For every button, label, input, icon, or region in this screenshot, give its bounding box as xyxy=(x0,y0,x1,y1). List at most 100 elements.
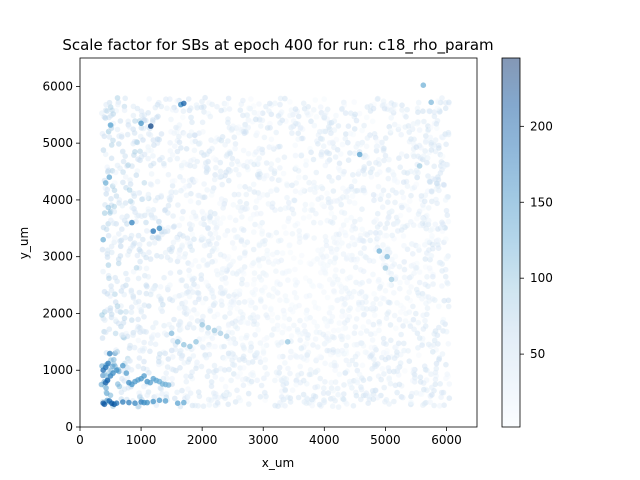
scatter-point xyxy=(331,359,338,366)
scatter-point xyxy=(395,340,402,347)
scatter-point xyxy=(212,300,218,306)
scatter-point xyxy=(248,371,254,378)
scatter-point xyxy=(114,278,120,285)
scatter-point xyxy=(344,401,350,407)
scatter-point xyxy=(298,152,305,158)
scatter-point xyxy=(320,264,326,270)
scatter-point xyxy=(414,215,420,222)
scatter-point xyxy=(193,365,199,372)
scatter-point xyxy=(255,256,262,263)
scatter-point xyxy=(391,398,397,405)
scatter-point xyxy=(373,159,379,166)
scatter-point xyxy=(128,232,135,239)
scatter-point xyxy=(189,222,195,229)
scatter-point xyxy=(104,186,111,193)
scatter-point xyxy=(281,375,287,382)
scatter-point xyxy=(422,256,429,262)
scatter-point xyxy=(367,103,374,109)
scatter-point xyxy=(228,127,235,134)
scatter-point xyxy=(434,105,441,112)
scatter-point xyxy=(123,309,130,315)
scatter-point xyxy=(178,326,184,333)
scatter-point xyxy=(250,281,257,287)
scatter-point xyxy=(352,218,358,225)
scatter-point xyxy=(371,312,378,319)
scatter-point xyxy=(432,221,439,228)
scatter-point xyxy=(145,147,152,154)
scatter-point xyxy=(356,110,363,117)
scatter-point xyxy=(324,335,331,342)
scatter-point xyxy=(349,357,356,364)
scatter-point xyxy=(281,154,288,160)
scatter-point xyxy=(275,342,282,348)
scatter-point xyxy=(118,288,125,294)
scatter-point xyxy=(439,351,446,357)
scatter-point xyxy=(150,117,156,123)
scatter-point xyxy=(239,214,245,220)
x-tick-label: 1000 xyxy=(126,433,157,447)
colorbar-frame xyxy=(501,57,521,428)
scatter-point xyxy=(269,317,276,324)
scatter-point xyxy=(370,321,377,328)
scatter-point xyxy=(114,126,121,133)
scatter-point xyxy=(277,297,283,304)
scatter-point xyxy=(234,158,241,165)
scatter-point xyxy=(120,362,126,369)
scatter-point xyxy=(381,157,387,164)
scatter-point xyxy=(186,267,192,274)
scatter-point xyxy=(430,349,436,355)
scatter-point xyxy=(338,226,345,233)
scatter-point xyxy=(253,116,259,123)
scatter-point xyxy=(209,188,216,194)
scatter-point xyxy=(102,372,108,379)
scatter-point xyxy=(401,266,408,273)
scatter-point xyxy=(169,152,176,158)
scatter-point xyxy=(186,272,193,279)
scatter-point xyxy=(439,153,446,160)
scatter-point xyxy=(292,188,299,194)
scatter-point xyxy=(141,383,147,390)
scatter-point xyxy=(434,200,440,207)
scatter-point xyxy=(136,289,143,296)
scatter-point xyxy=(385,215,391,222)
scatter-point xyxy=(403,114,409,120)
scatter-point xyxy=(169,244,175,251)
scatter-point xyxy=(354,187,360,194)
scatter-point xyxy=(273,129,280,136)
scatter-point xyxy=(357,216,363,223)
scatter-point xyxy=(127,181,134,187)
scatter-point xyxy=(366,257,373,264)
scatter-point xyxy=(440,221,446,227)
scatter-point xyxy=(388,337,394,344)
scatter-point xyxy=(390,107,397,114)
scatter-point xyxy=(430,281,436,287)
scatter-point xyxy=(108,283,114,289)
scatter-point xyxy=(443,328,450,335)
scatter-point xyxy=(415,243,422,250)
scatter-point xyxy=(289,182,295,189)
scatter-point xyxy=(292,152,299,159)
scatter-point xyxy=(190,209,197,216)
scatter-point xyxy=(169,375,175,382)
scatter-point xyxy=(399,189,405,196)
scatter-point xyxy=(317,375,324,382)
scatter-point xyxy=(372,230,379,236)
scatter-point xyxy=(397,279,403,286)
scatter-point xyxy=(198,363,205,370)
scatter-point xyxy=(289,231,296,237)
scatter-point xyxy=(117,118,124,124)
scatter-point xyxy=(247,302,254,309)
scatter-point xyxy=(175,202,181,208)
scatter-point xyxy=(269,311,276,317)
scatter-point xyxy=(421,198,428,205)
scatter-point xyxy=(351,99,358,105)
scatter-point xyxy=(339,333,346,340)
scatter-point xyxy=(270,251,276,258)
scatter-point xyxy=(241,319,248,325)
scatter-point xyxy=(423,137,430,144)
scatter-point xyxy=(339,105,345,112)
scatter-point xyxy=(388,208,395,214)
scatter-point xyxy=(317,353,323,360)
scatter-point xyxy=(117,165,123,172)
scatter-point xyxy=(408,273,415,280)
